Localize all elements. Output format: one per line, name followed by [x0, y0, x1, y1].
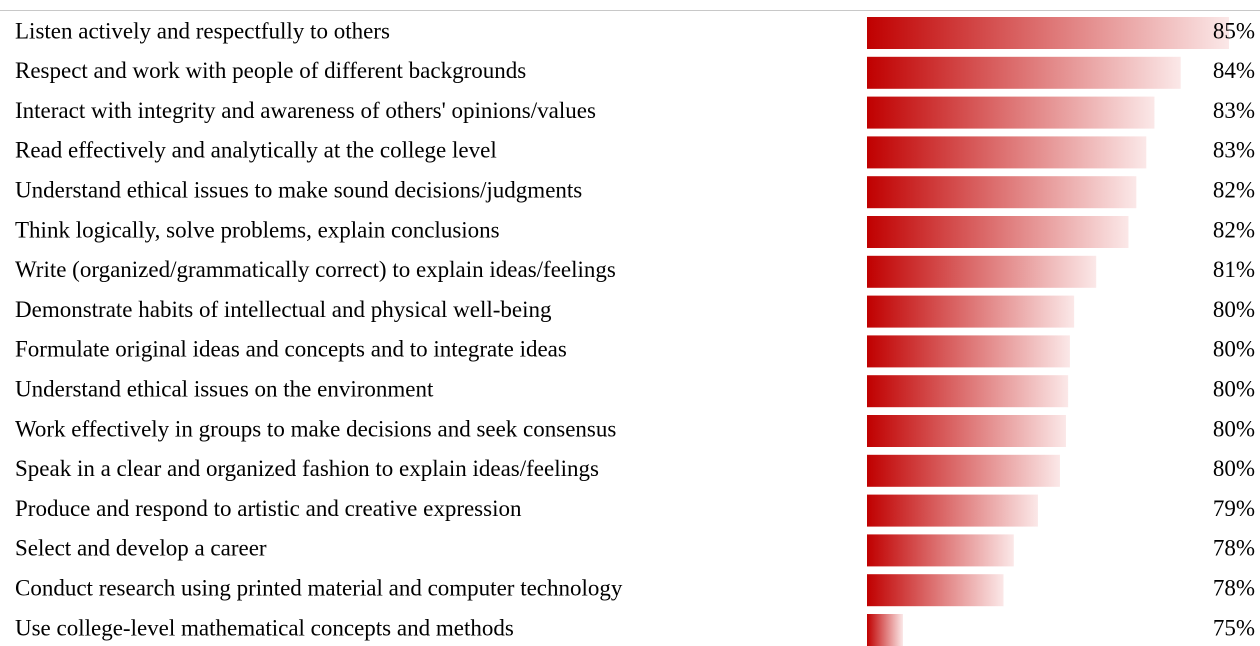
bar [867, 574, 1004, 607]
bar [867, 614, 903, 646]
row-label: Produce and respond to artistic and crea… [15, 496, 522, 521]
value-label: 83% [1213, 138, 1255, 163]
value-label: 78% [1213, 575, 1255, 600]
value-label: 82% [1213, 177, 1255, 202]
bar [867, 534, 1014, 567]
row-label: Speak in a clear and organized fashion t… [15, 456, 599, 481]
row-label: Write (organized/grammatically correct) … [15, 257, 616, 282]
row-label: Listen actively and respectfully to othe… [15, 18, 390, 43]
value-label: 80% [1213, 416, 1255, 441]
bar [867, 176, 1137, 209]
bar [867, 56, 1181, 89]
bar [867, 96, 1155, 129]
row-label: Understand ethical issues on the environ… [15, 376, 434, 401]
row-label: Conduct research using printed material … [15, 575, 623, 600]
bar [867, 494, 1038, 527]
value-label: 84% [1213, 58, 1255, 83]
value-label: 80% [1213, 376, 1255, 401]
value-label: 80% [1213, 456, 1255, 481]
value-label: 82% [1213, 217, 1255, 242]
row-label: Think logically, solve problems, explain… [15, 217, 500, 242]
bar [867, 255, 1097, 288]
bar [867, 17, 1229, 49]
value-label: 80% [1213, 297, 1255, 322]
value-label: 80% [1213, 337, 1255, 362]
row-label: Formulate original ideas and concepts an… [15, 337, 567, 362]
value-label: 75% [1213, 615, 1255, 640]
bar [867, 375, 1069, 408]
value-label: 83% [1213, 98, 1255, 123]
row-label: Interact with integrity and awareness of… [15, 98, 596, 123]
row-label: Understand ethical issues to make sound … [15, 177, 582, 202]
row-label: Respect and work with people of differen… [15, 58, 526, 83]
value-label: 85% [1213, 18, 1255, 43]
bar [867, 454, 1060, 487]
bar [867, 415, 1066, 447]
value-label: 79% [1213, 496, 1255, 521]
value-label: 78% [1213, 536, 1255, 561]
row-label: Select and develop a career [15, 536, 267, 561]
bar [867, 295, 1075, 328]
bar [867, 335, 1070, 368]
row-label: Use college-level mathematical concepts … [15, 615, 514, 640]
bar [867, 136, 1147, 169]
value-label: 81% [1213, 257, 1255, 282]
row-label: Demonstrate habits of intellectual and p… [15, 297, 552, 322]
row-label: Work effectively in groups to make decis… [15, 416, 616, 441]
bar [867, 216, 1129, 248]
row-label: Read effectively and analytically at the… [15, 138, 497, 163]
